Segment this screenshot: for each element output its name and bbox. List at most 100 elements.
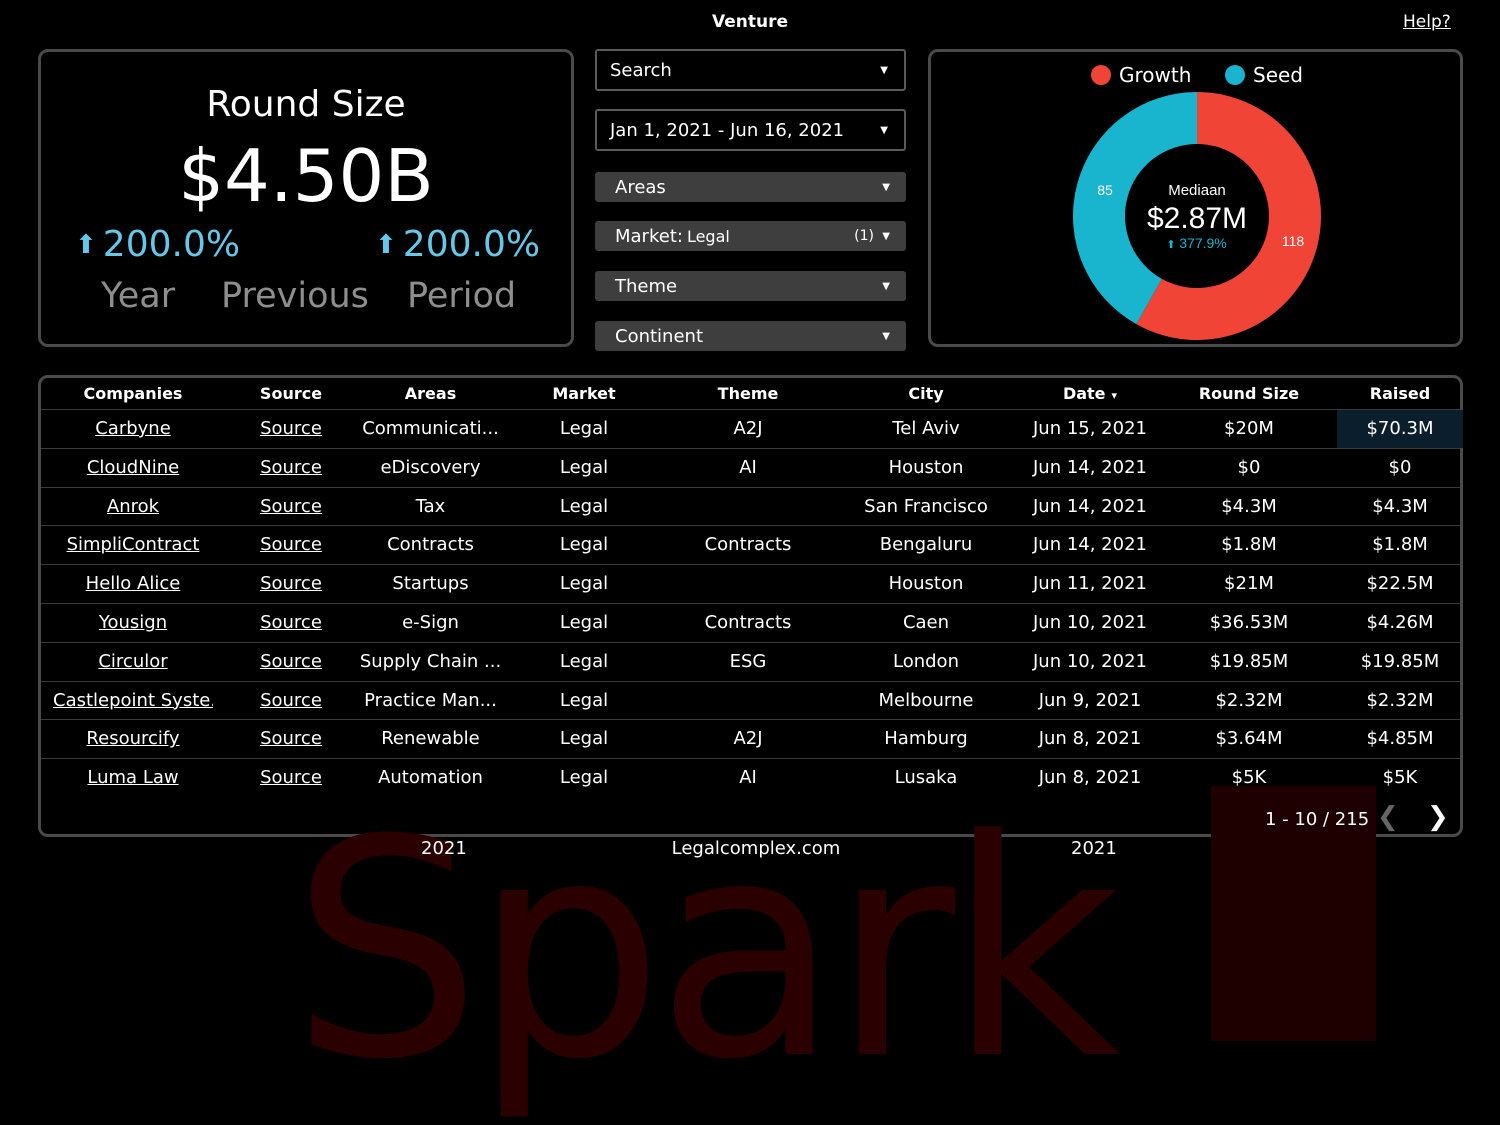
cell-companies[interactable]: CloudNine [86,456,180,478]
column-header-label: Market [552,384,616,403]
cell-raised: $0 [1388,456,1412,478]
cell-source[interactable]: Source [260,728,322,750]
cell-source[interactable]: Source [260,573,322,595]
continent-filter[interactable]: Continent ▼ [595,321,906,351]
caret-down-icon: ▼ [882,181,890,193]
cell-market: Legal [559,767,609,789]
donut-slice-growth[interactable] [1136,92,1321,340]
watermark: Spark [291,776,1121,1125]
cell-companies[interactable]: Yousign [98,612,168,633]
continent-filter-label: Continent [615,325,703,347]
column-header-round-size[interactable]: Round Size [1176,384,1322,403]
cell-theme: A2J [733,418,763,439]
legend-seed[interactable]: Seed [1225,63,1303,87]
cell-areas: Supply Chain ... [359,650,502,672]
cell-companies[interactable]: SimpliContract [66,534,200,556]
cell-companies[interactable]: Anrok [106,495,160,517]
cell-theme: ESG [729,650,767,672]
cell-companies[interactable]: Resourcify [86,728,180,750]
donut-chart: Mediaan $2.87M ⬆ 377.9% 85 118 [1073,92,1321,340]
kpi-delta-period: ⬆ 200.0% [375,224,540,265]
cell-round-size: $5K [1231,767,1267,789]
table-row[interactable]: Anrok Source Tax Legal San Francisco Jun 14, … [41,486,1460,527]
cell-theme [665,682,831,720]
cell-date: Jun 8, 2021 [1038,728,1142,750]
cell-source[interactable]: Source [260,650,322,672]
cell-companies[interactable]: Carbyne [95,418,171,439]
theme-filter-label: Theme [615,275,678,297]
cell-companies[interactable]: Luma Law [87,767,179,789]
column-header-date[interactable]: Date ▾ [1008,384,1172,403]
cell-date: Jun 11, 2021 [1032,573,1147,595]
market-filter-label: Market: [615,225,683,247]
table-row[interactable]: CloudNine Source eDiscovery Legal AI Houston J… [41,447,1460,488]
cell-source[interactable]: Source [260,689,322,711]
table-row[interactable]: Resourcify Source Renewable Legal A2J Hamburg… [41,719,1460,759]
cell-raised: $1.8M [1372,534,1428,556]
market-filter-value: Legal [686,226,730,246]
table-row[interactable]: Hello Alice Source Startups Legal Houston Jun… [41,564,1460,604]
legend-seed-swatch [1225,65,1245,85]
theme-filter[interactable]: Theme ▼ [595,271,906,301]
cell-city: London [893,650,959,672]
cell-round-size: $2.32M [1215,689,1283,711]
chevron-right-icon[interactable]: ❯ [1427,802,1449,832]
donut-slice-seed[interactable] [1073,92,1197,325]
cell-city: Bengaluru [879,534,973,556]
table-row[interactable]: SimpliContract Source Contracts Legal Contra… [41,525,1460,565]
column-header-city[interactable]: City [851,384,1001,403]
cell-theme [665,565,831,603]
column-header-companies[interactable]: Companies [53,384,213,403]
table-row[interactable]: Yousign Source e-Sign Legal Contracts Caen Jun… [41,603,1460,643]
cell-source[interactable]: Source [260,418,322,439]
cell-source[interactable]: Source [260,767,322,789]
column-header-theme[interactable]: Theme [665,384,831,403]
cell-source[interactable]: Source [260,495,322,517]
cell-theme [665,488,831,526]
donut-center-label: Mediaan [1168,182,1226,199]
cell-areas: eDiscovery [380,456,481,478]
areas-filter-label: Areas [615,176,666,198]
cell-raised: $5K [1382,767,1418,789]
column-header-areas[interactable]: Areas [358,384,503,403]
cell-market: Legal [559,456,609,478]
arrow-up-icon: ⬆ [1166,238,1175,251]
cell-date: Jun 10, 2021 [1032,612,1147,633]
cell-theme: A2J [733,728,763,750]
chevron-left-icon[interactable]: ❮ [1377,802,1399,832]
areas-filter[interactable]: Areas ▼ [595,172,906,202]
legend-seed-label: Seed [1253,63,1303,87]
cell-city: Hamburg [884,728,968,750]
cell-city: Houston [888,456,964,478]
cell-theme: AI [739,767,757,789]
cell-market: Legal [559,418,609,439]
cell-areas: Communicati... [362,418,499,439]
search-dropdown[interactable]: Search ▼ [595,49,906,91]
table-row[interactable]: Luma Law Source Automation Legal AI Lusaka Jun… [41,758,1460,798]
companies-table: Spark Companies Source Areas Market Theme Cit… [38,375,1463,1125]
date-range-dropdown[interactable]: Jan 1, 2021 - Jun 16, 2021 ▼ [595,109,906,151]
cell-source[interactable]: Source [260,456,322,478]
table-row[interactable]: Carbyne Source Communicati... Legal A2J Tel A… [41,409,1463,449]
column-header-label: Companies [83,384,183,403]
cell-source[interactable]: Source [260,612,322,633]
cell-round-size: $36.53M [1209,612,1289,633]
table-row[interactable]: Castlepoint Syste... Source Practice Man..… [41,680,1460,721]
round-type-donut-panel: Growth Seed Mediaan $2.87M ⬆ 377.9% 85 1… [928,49,1463,347]
column-header-raised[interactable]: Raised [1337,384,1463,403]
cell-market: Legal [559,728,609,750]
cell-raised: $4.3M [1372,495,1428,517]
column-header-market[interactable]: Market [541,384,627,403]
legend-growth[interactable]: Growth [1091,63,1191,87]
table-row[interactable]: Circulor Source Supply Chain ... Legal ESG Lo… [41,641,1460,682]
cell-companies[interactable]: Castlepoint Syste... [53,689,213,711]
column-header-label: Areas [404,384,457,403]
column-header-label: Date [1062,384,1106,403]
help-link[interactable]: Help? [1403,12,1451,32]
market-filter[interactable]: Market: Legal (1) ▼ [595,221,906,251]
cell-source[interactable]: Source [260,534,322,556]
cell-areas: Contracts [387,534,474,556]
cell-companies[interactable]: Hello Alice [85,573,181,595]
column-header-source[interactable]: Source [239,384,343,403]
cell-companies[interactable]: Circulor [98,650,168,672]
